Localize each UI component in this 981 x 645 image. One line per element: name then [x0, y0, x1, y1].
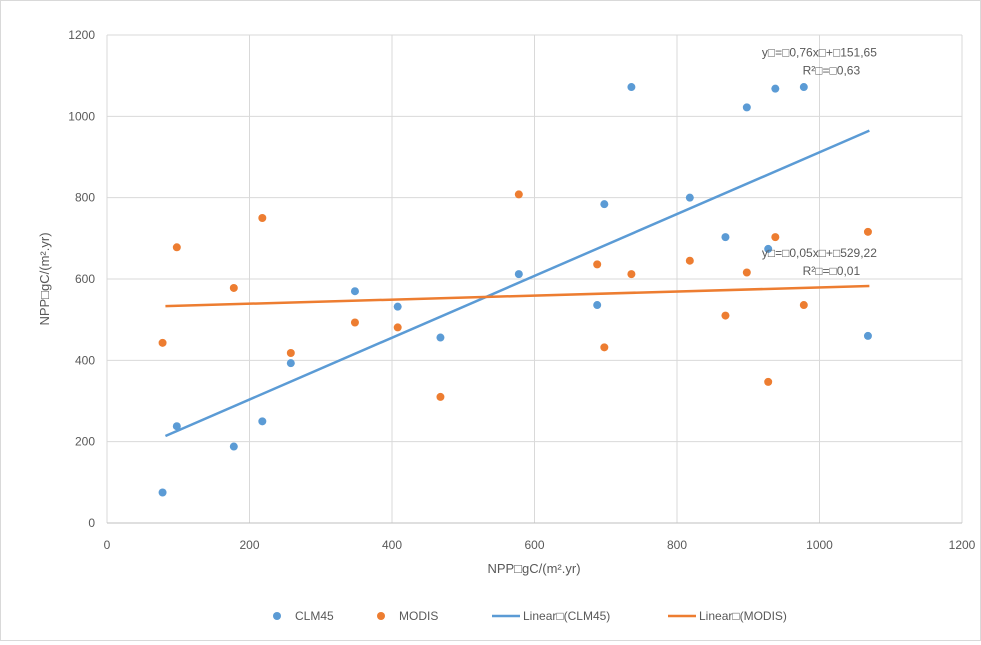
point-modis — [764, 377, 773, 386]
point-clm45 — [514, 270, 523, 279]
y-tick-label: 0 — [88, 516, 95, 530]
y-tick-label: 800 — [75, 191, 95, 205]
point-clm45 — [799, 83, 808, 92]
point-clm45 — [593, 301, 602, 310]
point-modis — [258, 214, 267, 222]
y-tick-label: 1200 — [68, 28, 95, 42]
point-modis — [742, 268, 751, 277]
point-modis — [600, 343, 609, 352]
legend-marker-clm45 — [273, 612, 281, 620]
point-clm45 — [286, 359, 295, 368]
trendline-2 — [164, 129, 870, 438]
y-tick-label: 600 — [75, 272, 95, 286]
legend: CLM45 MODIS Linear□(CLM45) Linear□(MODIS) — [273, 609, 787, 623]
point-clm45 — [764, 244, 773, 253]
trendline-annotations: y□=□0,76x□+□151,65 R²□=□0,63 y□=□0,05x□+□5… — [762, 46, 877, 278]
x-tick-label: 600 — [524, 538, 544, 552]
point-clm45 — [771, 84, 780, 93]
legend-label: MODIS — [399, 609, 438, 623]
point-clm45 — [627, 83, 636, 92]
data-points — [158, 83, 872, 497]
point-clm45 — [742, 103, 751, 112]
legend-label: Linear□(MODIS) — [699, 609, 787, 623]
legend-marker-modis — [377, 612, 385, 620]
x-tick-label: 800 — [667, 538, 687, 552]
x-tick-label: 400 — [382, 538, 402, 552]
trendline-equation: y□=□0,05x□+□529,22 — [762, 246, 877, 260]
point-clm45 — [229, 442, 238, 451]
point-modis — [229, 283, 238, 292]
point-modis — [799, 301, 808, 310]
point-clm45 — [436, 333, 445, 342]
legend-label: Linear□(CLM45) — [523, 609, 610, 623]
trendline-r2: R²□=□0,63 — [803, 64, 861, 78]
point-clm45 — [393, 302, 402, 311]
y-axis-label: NPP□gC/(m².yr) — [37, 232, 52, 325]
point-modis — [436, 392, 445, 401]
point-clm45 — [172, 422, 181, 431]
point-clm45 — [350, 287, 359, 296]
point-modis — [627, 270, 636, 279]
point-modis — [514, 190, 523, 199]
trendlines — [164, 129, 870, 438]
point-modis — [721, 311, 730, 320]
axes: 0 200 400 600 800 1000 1200 0 200 400 600 800 1000 12… — [68, 28, 975, 552]
trendline-3 — [165, 284, 870, 308]
point-clm45 — [685, 193, 694, 202]
x-tick-label: 200 — [239, 538, 259, 552]
x-tick-label: 1000 — [806, 538, 833, 552]
trendline-r2: R²□=□0,01 — [803, 264, 861, 278]
x-tick-label: 0 — [104, 538, 111, 552]
y-tick-label: 400 — [75, 353, 95, 367]
point-clm45 — [600, 200, 609, 209]
point-clm45 — [258, 417, 267, 426]
trendline-equation: y□=□0,76x□+□151,65 — [762, 46, 877, 60]
x-tick-label: 1200 — [949, 538, 976, 552]
point-clm45 — [158, 488, 167, 497]
point-modis — [771, 233, 780, 242]
legend-label: CLM45 — [295, 609, 334, 623]
point-modis — [172, 243, 181, 252]
y-tick-label: 200 — [75, 435, 95, 449]
point-modis — [350, 318, 359, 327]
point-clm45 — [863, 331, 872, 340]
point-modis — [158, 338, 167, 347]
x-axis-label: NPP□gC/(m².yr) — [487, 561, 580, 576]
point-clm45 — [721, 233, 730, 242]
point-modis — [863, 227, 872, 236]
point-modis — [685, 256, 694, 265]
point-modis — [393, 323, 402, 332]
point-modis — [593, 260, 602, 269]
point-modis — [286, 349, 295, 358]
gridlines — [106, 34, 963, 523]
y-tick-label: 1000 — [68, 109, 95, 123]
